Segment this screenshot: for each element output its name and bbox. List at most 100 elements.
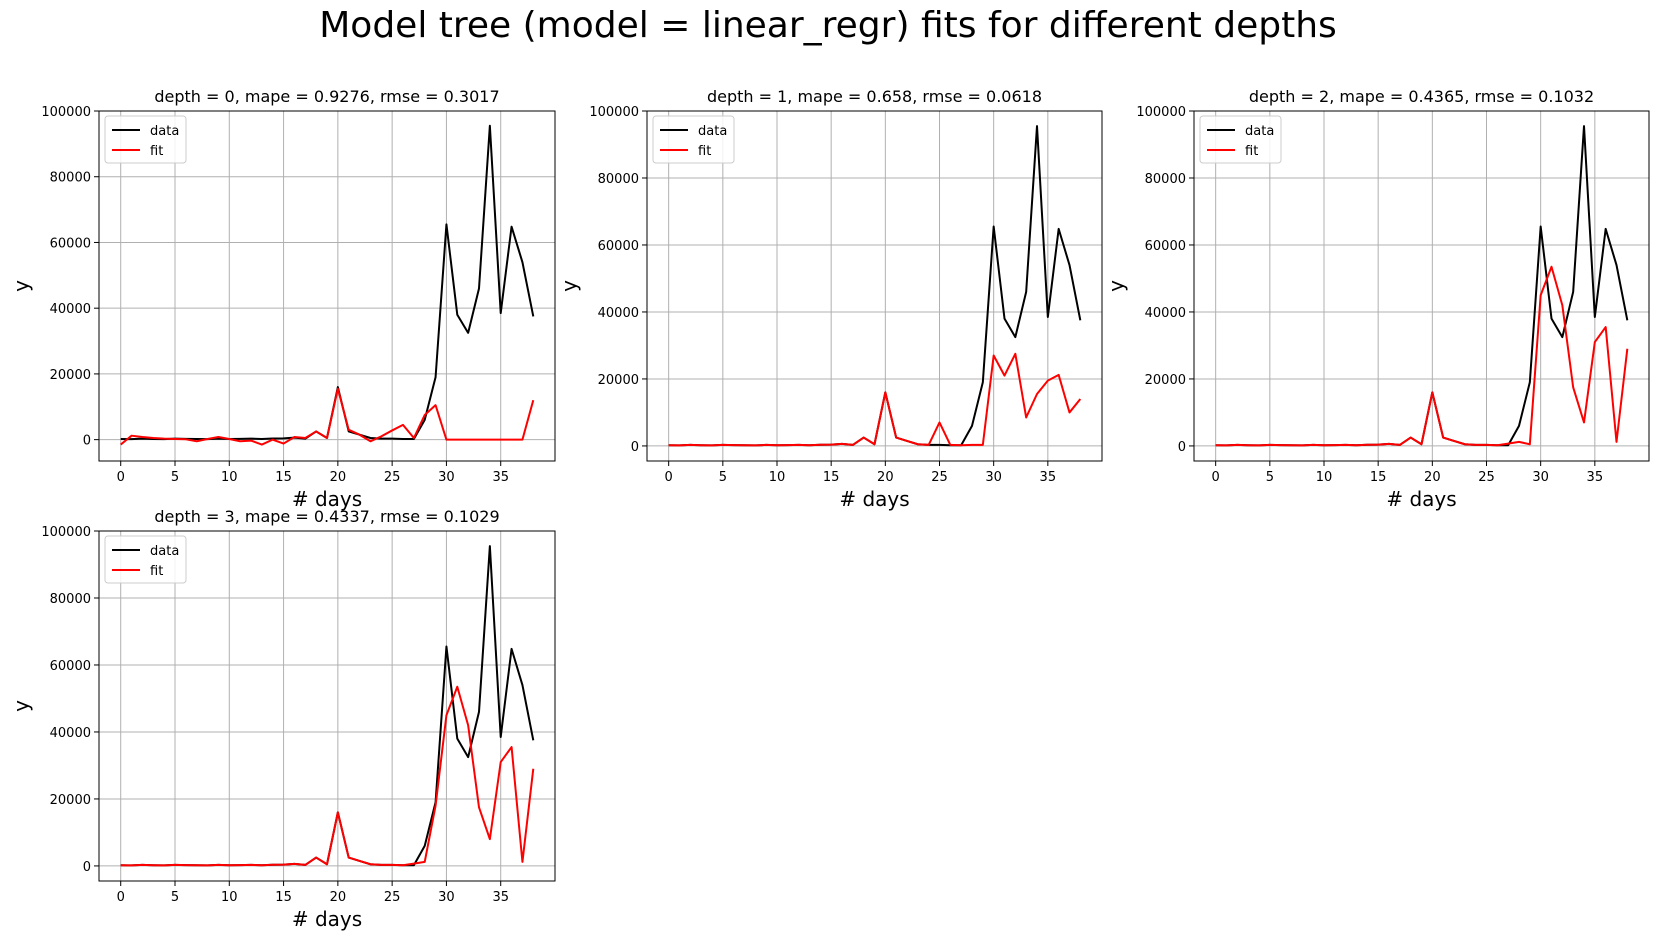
legend: data fit	[1199, 115, 1282, 164]
x-tick-label: 20	[1424, 470, 1441, 485]
y-tick-label: 80000	[1145, 172, 1186, 187]
legend-label-data: data	[698, 124, 727, 139]
x-tick-label: 0	[117, 470, 125, 485]
y-tick-label: 100000	[41, 525, 91, 540]
series-line-data	[120, 124, 535, 441]
panel-title: depth = 1, mape = 0.658, rmse = 0.0618	[707, 87, 1042, 106]
legend-box	[1199, 115, 1282, 164]
panel-1: 0 5 10 15 20 25 30 35 0 20000 40000 60000 80000 10000…	[557, 87, 1103, 511]
y-tick-label: 0	[83, 434, 91, 449]
panel-title: depth = 2, mape = 0.4365, rmse = 0.1032	[1249, 87, 1594, 106]
y-tick-label: 60000	[598, 239, 639, 254]
x-tick-label: 5	[1266, 470, 1274, 485]
axes-frame	[646, 110, 1103, 462]
x-tick-label: 5	[171, 470, 179, 485]
x-tick-label: 25	[384, 470, 401, 485]
x-tick-label: 20	[330, 890, 347, 905]
series-line-fit	[1215, 265, 1629, 447]
x-tick-label: 35	[492, 890, 509, 905]
x-tick-label: 35	[1040, 470, 1057, 485]
figure-title: Model tree (model = linear_regr) fits fo…	[319, 5, 1337, 46]
x-tick-label: 25	[384, 890, 401, 905]
y-tick-label: 40000	[1145, 306, 1186, 321]
y-tick-label: 100000	[1136, 105, 1186, 120]
legend-box	[104, 535, 187, 584]
x-tick-label: 30	[1532, 470, 1549, 485]
axes-frame	[98, 110, 556, 462]
panel-title: depth = 0, mape = 0.9276, rmse = 0.3017	[154, 87, 499, 106]
axes-frame	[98, 530, 556, 882]
x-tick-label: 10	[221, 890, 238, 905]
legend-label-data: data	[150, 544, 179, 559]
y-tick-label: 20000	[50, 368, 91, 383]
x-tick-label: 0	[117, 890, 125, 905]
x-tick-label: 15	[823, 470, 840, 485]
x-tick-label: 35	[492, 470, 509, 485]
x-axis-label: # days	[839, 487, 909, 511]
panel-2: 0 5 10 15 20 25 30 35 0 20000 40000 60000 80000 10000…	[1104, 87, 1650, 511]
x-tick-label: 0	[665, 470, 673, 485]
x-axis-label: # days	[292, 487, 362, 511]
legend-label-data: data	[150, 124, 179, 139]
y-tick-label: 60000	[1145, 239, 1186, 254]
panel-0: 0 5 10 15 20 25 30 35 0 20000 40000 60000 80000 10000…	[9, 87, 556, 511]
series-line-data	[120, 545, 535, 867]
y-tick-label: 40000	[598, 306, 639, 321]
y-tick-label: 80000	[598, 172, 639, 187]
y-tick-label: 100000	[589, 105, 639, 120]
y-tick-label: 0	[631, 440, 639, 455]
legend-label-fit: fit	[1245, 144, 1258, 159]
y-tick-label: 60000	[50, 659, 91, 674]
legend-label-data: data	[1245, 124, 1274, 139]
panel-title: depth = 3, mape = 0.4337, rmse = 0.1029	[154, 507, 499, 526]
series-line-fit	[668, 352, 1082, 447]
x-tick-label: 5	[719, 470, 727, 485]
y-tick-label: 40000	[50, 302, 91, 317]
legend-label-fit: fit	[150, 564, 163, 579]
y-tick-label: 100000	[41, 105, 91, 120]
y-axis-label: y	[9, 280, 33, 292]
x-tick-label: 25	[931, 470, 948, 485]
x-tick-label: 30	[985, 470, 1002, 485]
y-tick-label: 80000	[50, 171, 91, 186]
legend-box	[652, 115, 735, 164]
x-axis-label: # days	[1386, 487, 1456, 511]
y-tick-label: 40000	[50, 726, 91, 741]
y-tick-label: 60000	[50, 236, 91, 251]
series-line-data	[668, 125, 1082, 447]
x-tick-label: 15	[1370, 470, 1387, 485]
panel-3: 0 5 10 15 20 25 30 35 0 20000 40000 60000 80000 10000…	[9, 507, 556, 931]
x-tick-label: 10	[221, 470, 238, 485]
x-tick-label: 15	[275, 470, 292, 485]
legend: data fit	[104, 115, 187, 164]
panels: 0 5 10 15 20 25 30 3502000040000600008000010000…	[9, 87, 1650, 931]
y-tick-label: 20000	[50, 793, 91, 808]
y-axis-label: y	[557, 280, 581, 292]
x-tick-label: 35	[1587, 470, 1604, 485]
legend-label-fit: fit	[698, 144, 711, 159]
x-tick-label: 10	[769, 470, 786, 485]
axes-frame	[1193, 110, 1650, 462]
x-tick-label: 30	[438, 470, 455, 485]
x-tick-label: 20	[330, 470, 347, 485]
x-tick-label: 20	[877, 470, 894, 485]
legend: data fit	[104, 535, 187, 584]
y-tick-label: 0	[83, 860, 91, 875]
x-tick-label: 25	[1478, 470, 1495, 485]
legend: data fit	[652, 115, 735, 164]
x-tick-label: 15	[275, 890, 292, 905]
x-tick-label: 0	[1212, 470, 1220, 485]
y-axis-label: y	[1104, 280, 1128, 292]
legend-box	[104, 115, 187, 164]
x-tick-label: 30	[438, 890, 455, 905]
y-tick-label: 80000	[50, 592, 91, 607]
y-axis-label: y	[9, 700, 33, 712]
y-tick-label: 20000	[1145, 373, 1186, 388]
y-tick-label: 0	[1178, 440, 1186, 455]
series-line-data	[1215, 125, 1629, 447]
series-line-fit	[120, 685, 535, 867]
legend-label-fit: fit	[150, 144, 163, 159]
x-tick-label: 5	[171, 890, 179, 905]
y-tick-label: 20000	[598, 373, 639, 388]
